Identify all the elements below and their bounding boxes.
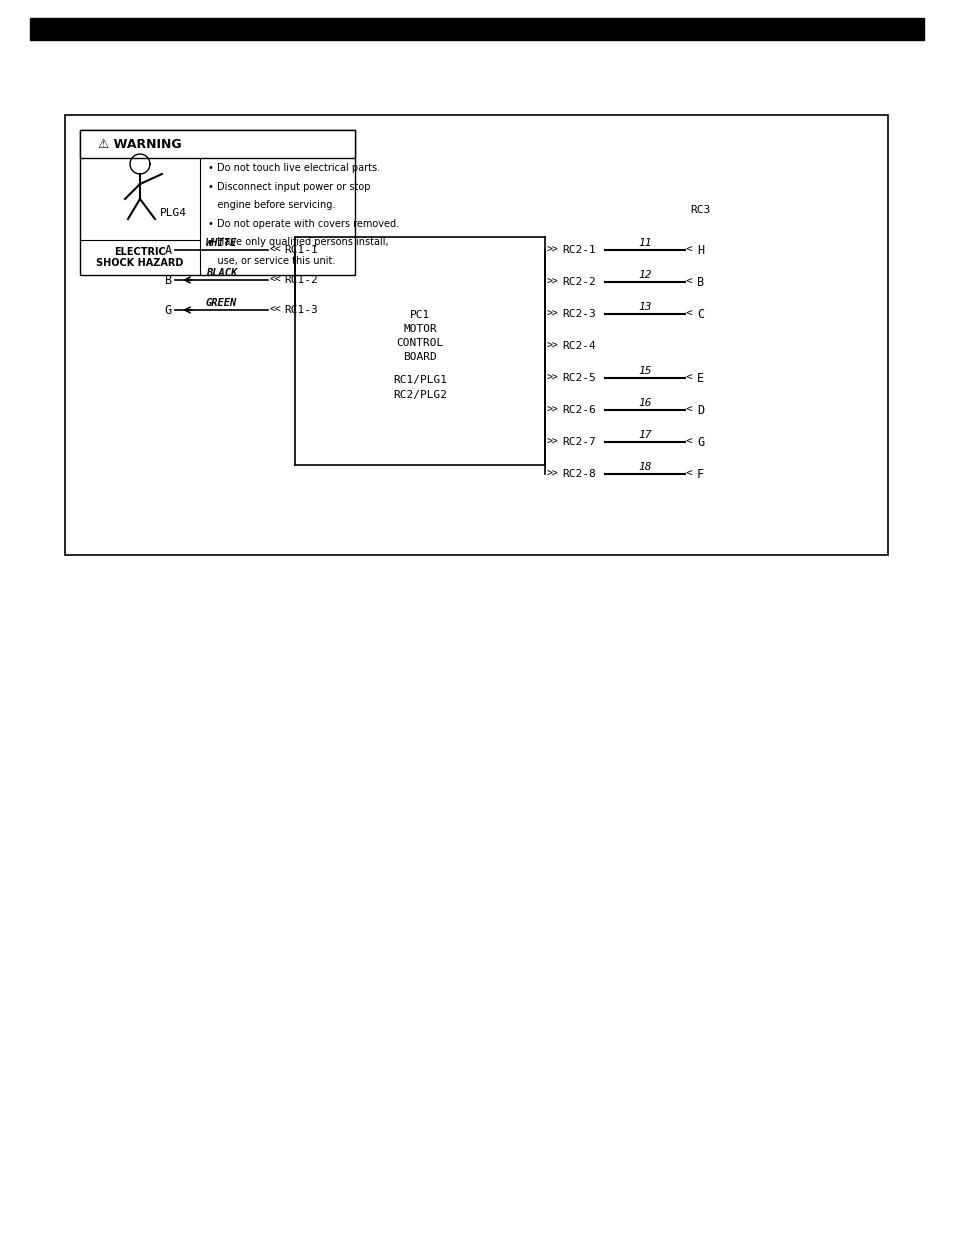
Text: <: <: [685, 245, 692, 254]
Text: B: B: [165, 273, 172, 287]
Text: RC2-4: RC2-4: [561, 341, 595, 351]
Text: CONTROL: CONTROL: [395, 338, 443, 348]
Text: use, or service this unit.: use, or service this unit.: [208, 256, 335, 266]
Text: RC2/PLG2: RC2/PLG2: [393, 390, 447, 400]
Text: >>: >>: [546, 373, 558, 383]
Text: ⚠ WARNING: ⚠ WARNING: [98, 137, 182, 151]
Text: <: <: [685, 277, 692, 287]
Text: BOARD: BOARD: [403, 352, 436, 362]
Text: <: <: [685, 469, 692, 479]
Text: A: A: [165, 243, 172, 257]
Text: B: B: [697, 275, 703, 289]
Text: F: F: [697, 468, 703, 480]
Text: G: G: [165, 304, 172, 316]
Text: engine before servicing.: engine before servicing.: [208, 200, 335, 210]
Text: RC2-6: RC2-6: [561, 405, 595, 415]
Text: • Do not operate with covers removed.: • Do not operate with covers removed.: [208, 219, 398, 228]
Text: E: E: [697, 372, 703, 384]
Bar: [80, 130, 355, 158]
Text: <<: <<: [270, 275, 281, 285]
Bar: [30, 19, 923, 40]
Text: WHITE: WHITE: [206, 238, 237, 248]
Text: • Do not touch live electrical parts.: • Do not touch live electrical parts.: [208, 163, 379, 173]
Text: RC1-2: RC1-2: [284, 275, 317, 285]
Text: RC2-1: RC2-1: [561, 245, 595, 254]
Text: • Disconnect input power or stop: • Disconnect input power or stop: [208, 182, 370, 191]
Text: RC2-8: RC2-8: [561, 469, 595, 479]
Text: >>: >>: [546, 309, 558, 319]
Text: ELECTRIC
SHOCK HAZARD: ELECTRIC SHOCK HAZARD: [96, 247, 184, 268]
Text: GREEN: GREEN: [206, 298, 237, 308]
Text: >>: >>: [546, 277, 558, 287]
Text: 15: 15: [638, 366, 651, 375]
Text: >>: >>: [546, 437, 558, 447]
Text: 16: 16: [638, 398, 651, 408]
Text: G: G: [697, 436, 703, 448]
Text: MOTOR: MOTOR: [403, 324, 436, 333]
Text: 12: 12: [638, 270, 651, 280]
Text: RC3: RC3: [689, 205, 709, 215]
Text: RC2-7: RC2-7: [561, 437, 595, 447]
Text: • Have only qualified persons install,: • Have only qualified persons install,: [208, 237, 388, 247]
Text: >>: >>: [546, 341, 558, 351]
Text: RC2-5: RC2-5: [561, 373, 595, 383]
Text: C: C: [697, 308, 703, 321]
Text: <<: <<: [270, 245, 281, 254]
Text: >>: >>: [546, 245, 558, 254]
Text: D: D: [697, 404, 703, 416]
Text: BLACK: BLACK: [206, 268, 237, 278]
Text: >>: >>: [546, 469, 558, 479]
Text: <: <: [685, 405, 692, 415]
Text: >>: >>: [546, 405, 558, 415]
Text: 13: 13: [638, 303, 651, 312]
Text: <: <: [685, 309, 692, 319]
Text: RC2-3: RC2-3: [561, 309, 595, 319]
Text: <: <: [685, 373, 692, 383]
Text: <<: <<: [270, 305, 281, 315]
Text: <: <: [685, 437, 692, 447]
Bar: [80, 130, 355, 275]
Text: 17: 17: [638, 430, 651, 440]
Text: 18: 18: [638, 462, 651, 472]
Text: H: H: [697, 243, 703, 257]
Text: PC1: PC1: [410, 310, 430, 320]
Text: RC1-1: RC1-1: [284, 245, 317, 254]
Text: PLG4: PLG4: [160, 207, 187, 219]
Text: 11: 11: [638, 238, 651, 248]
Text: RC1-3: RC1-3: [284, 305, 317, 315]
Text: RC1/PLG1: RC1/PLG1: [393, 375, 447, 385]
Text: RC2-2: RC2-2: [561, 277, 595, 287]
